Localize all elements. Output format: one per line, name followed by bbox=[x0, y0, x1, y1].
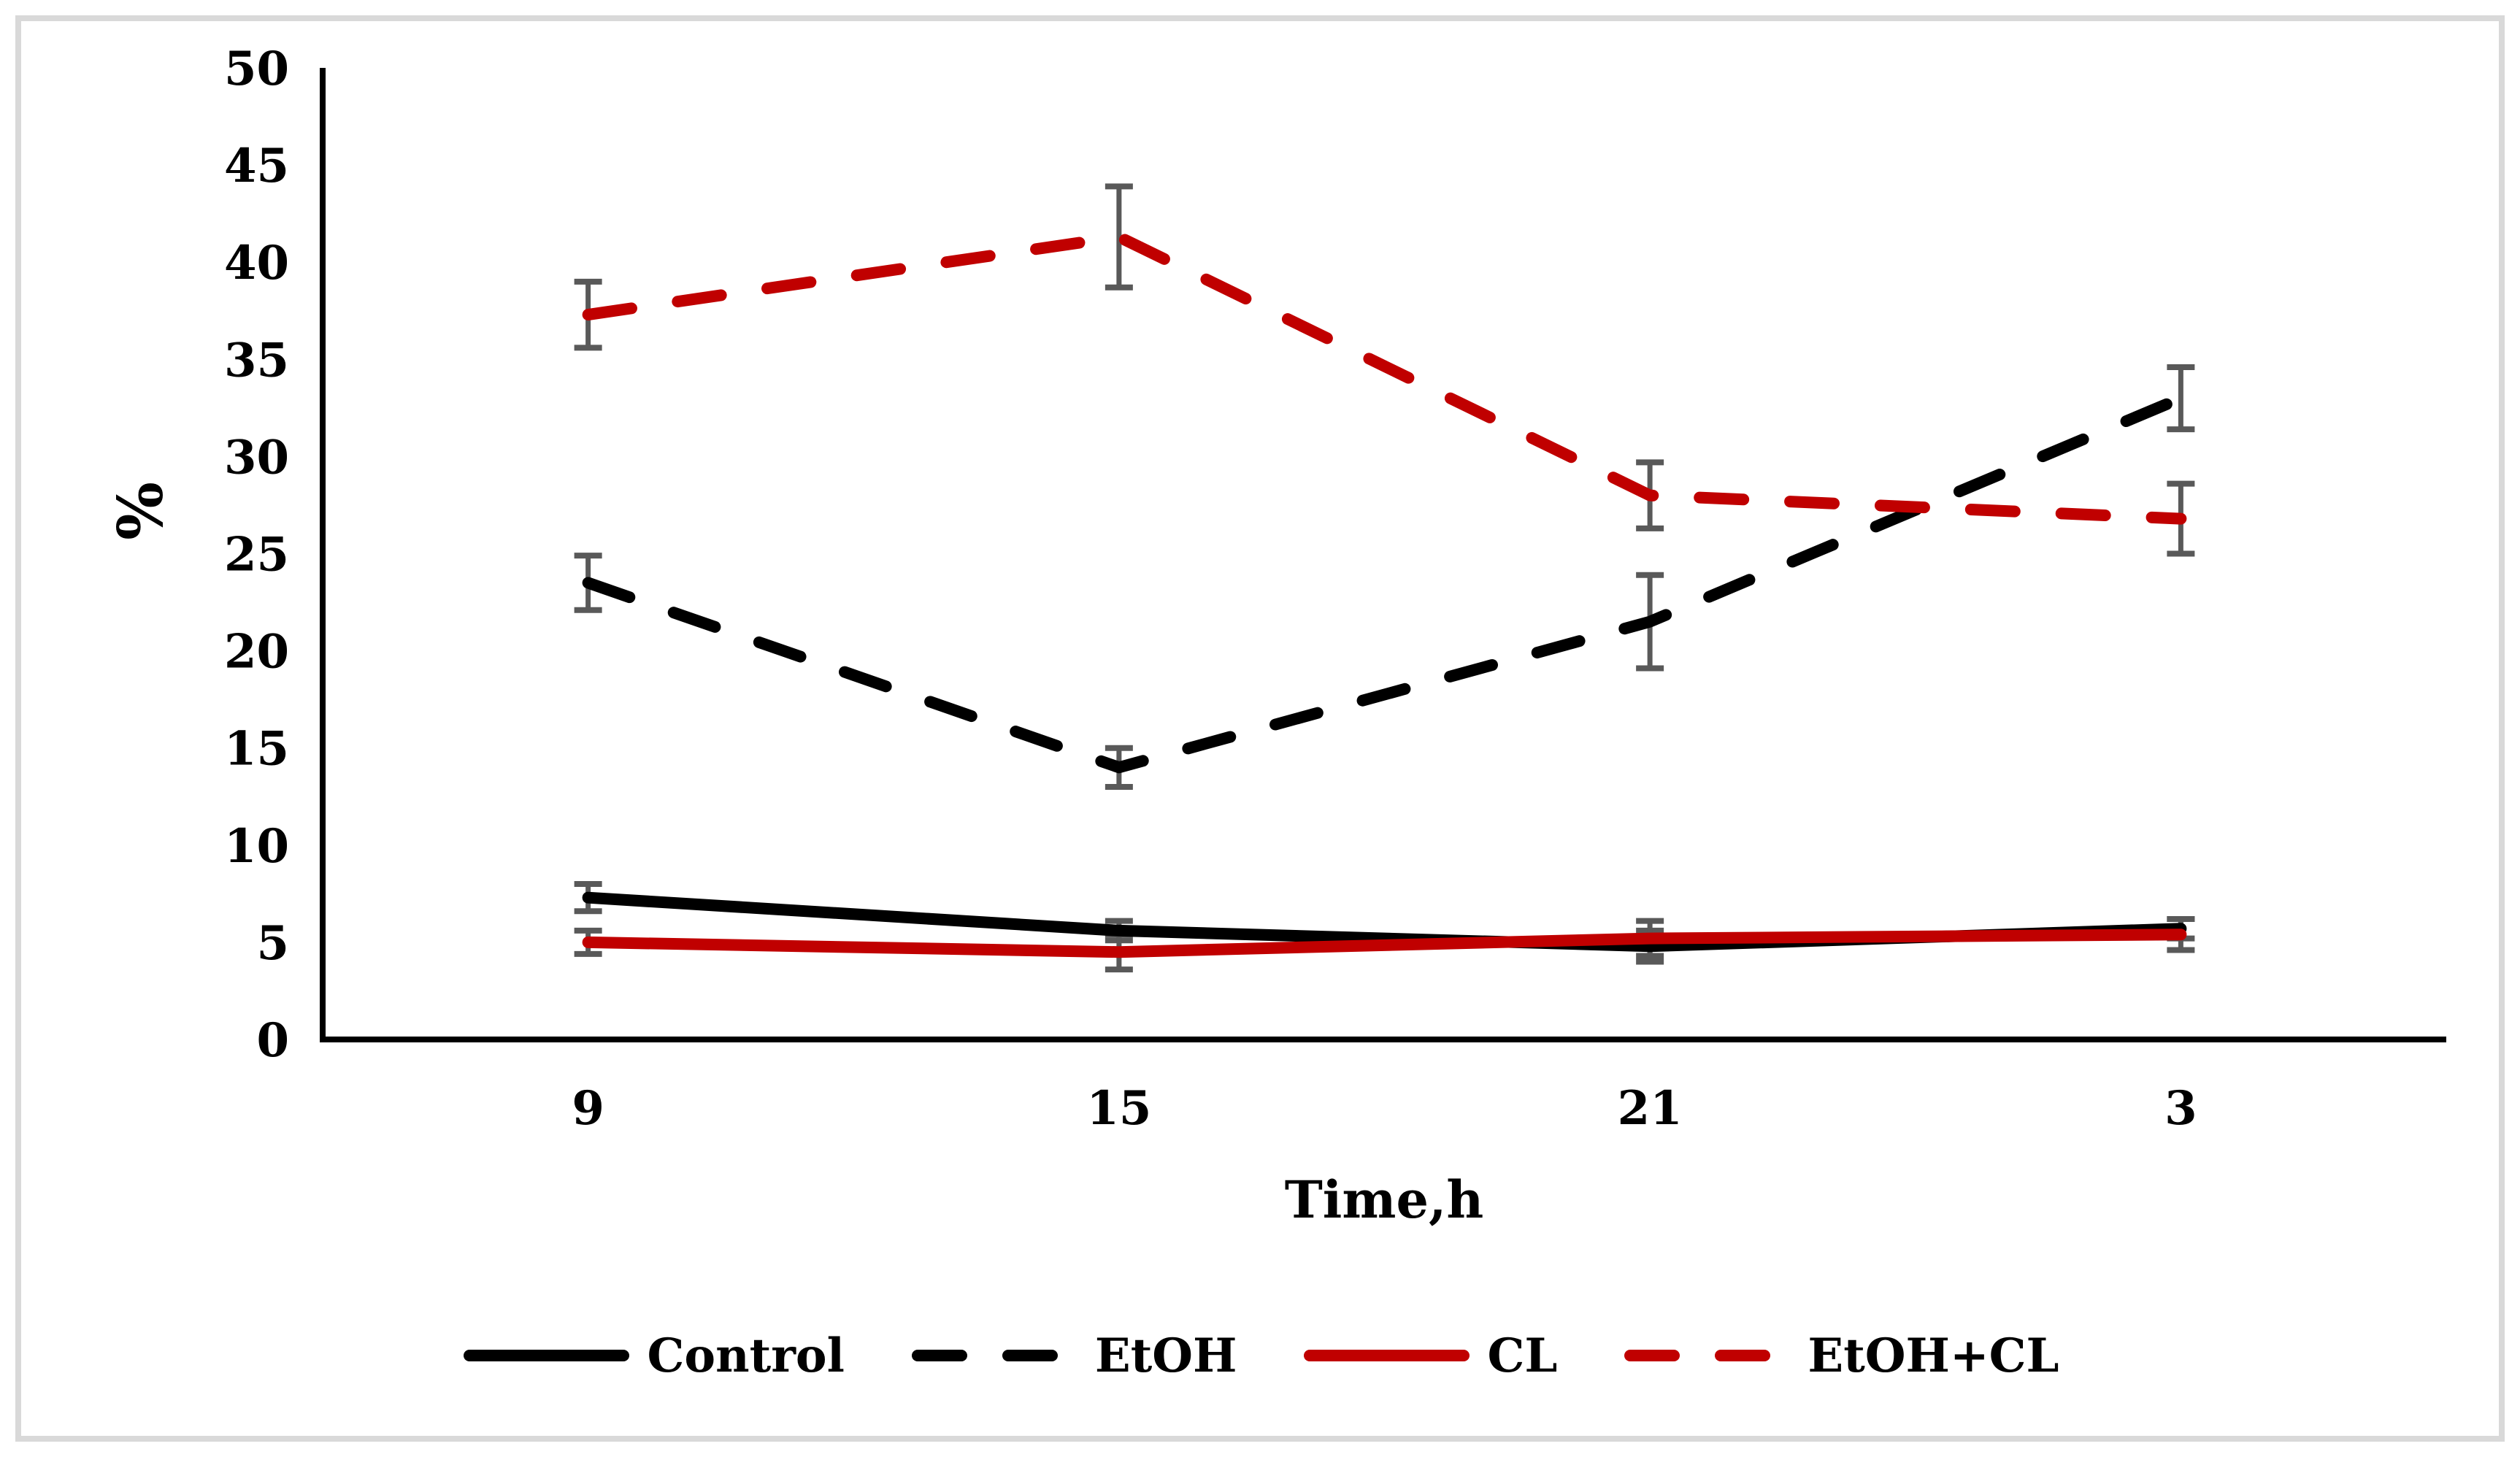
y-tick-label: 0 bbox=[256, 1013, 289, 1068]
legend-label-etoh-cl: EtOH+CL bbox=[1808, 1328, 2059, 1383]
x-tick-label: 3 bbox=[2164, 1081, 2197, 1136]
y-tick-label: 50 bbox=[224, 42, 289, 96]
legend-swatch-etoh bbox=[911, 1350, 1077, 1361]
series-line-cl bbox=[582, 929, 2187, 958]
y-tick-label: 45 bbox=[224, 139, 289, 193]
x-tick-label: 9 bbox=[572, 1081, 604, 1136]
legend: Control EtOH CL EtOH+CL bbox=[0, 1323, 2520, 1388]
legend-item-etoh: EtOH bbox=[909, 1329, 1237, 1383]
legend-item-cl: CL bbox=[1301, 1329, 1557, 1383]
axis-lines bbox=[320, 68, 2446, 1042]
figure-border bbox=[15, 15, 2505, 1442]
x-axis-title: Time,h bbox=[1285, 1169, 1484, 1230]
legend-swatch-etoh-cl bbox=[1624, 1350, 1791, 1361]
series-line-etoh bbox=[582, 392, 2187, 774]
y-tick-label: 20 bbox=[224, 625, 289, 680]
legend-item-etoh-cl: EtOH+CL bbox=[1621, 1329, 2059, 1383]
x-tick-label: 21 bbox=[1618, 1081, 1683, 1136]
legend-swatch-cl bbox=[1304, 1350, 1470, 1361]
y-tick-label: 10 bbox=[224, 819, 289, 874]
legend-swatch-control bbox=[464, 1350, 630, 1361]
legend-item-control: Control bbox=[461, 1328, 845, 1383]
error-bars-layer bbox=[574, 183, 2195, 973]
y-tick-label: 35 bbox=[224, 333, 289, 388]
error-bar-etoh bbox=[2167, 364, 2195, 433]
series-line-etoh-cl bbox=[582, 231, 2187, 525]
y-tick-label: 5 bbox=[256, 916, 289, 971]
y-tick-label: 40 bbox=[224, 236, 289, 291]
x-tick-label: 15 bbox=[1086, 1081, 1151, 1136]
error-bar-etoh-cl bbox=[1105, 183, 1133, 291]
legend-label-control: Control bbox=[647, 1328, 845, 1383]
legend-label-cl: CL bbox=[1487, 1328, 1558, 1383]
x-tick-labels: 9 15 21 3 bbox=[572, 1081, 2197, 1136]
y-tick-label: 30 bbox=[224, 430, 289, 485]
axes-layer bbox=[320, 68, 2446, 1042]
series-lines-layer bbox=[582, 231, 2187, 958]
y-tick-label: 25 bbox=[224, 528, 289, 583]
y-tick-label: 15 bbox=[224, 722, 289, 777]
y-tick-labels: 0 5 10 15 20 25 30 35 40 45 50 bbox=[224, 42, 289, 1068]
legend-label-etoh: EtOH bbox=[1094, 1328, 1237, 1383]
y-axis-title: % bbox=[104, 482, 177, 540]
